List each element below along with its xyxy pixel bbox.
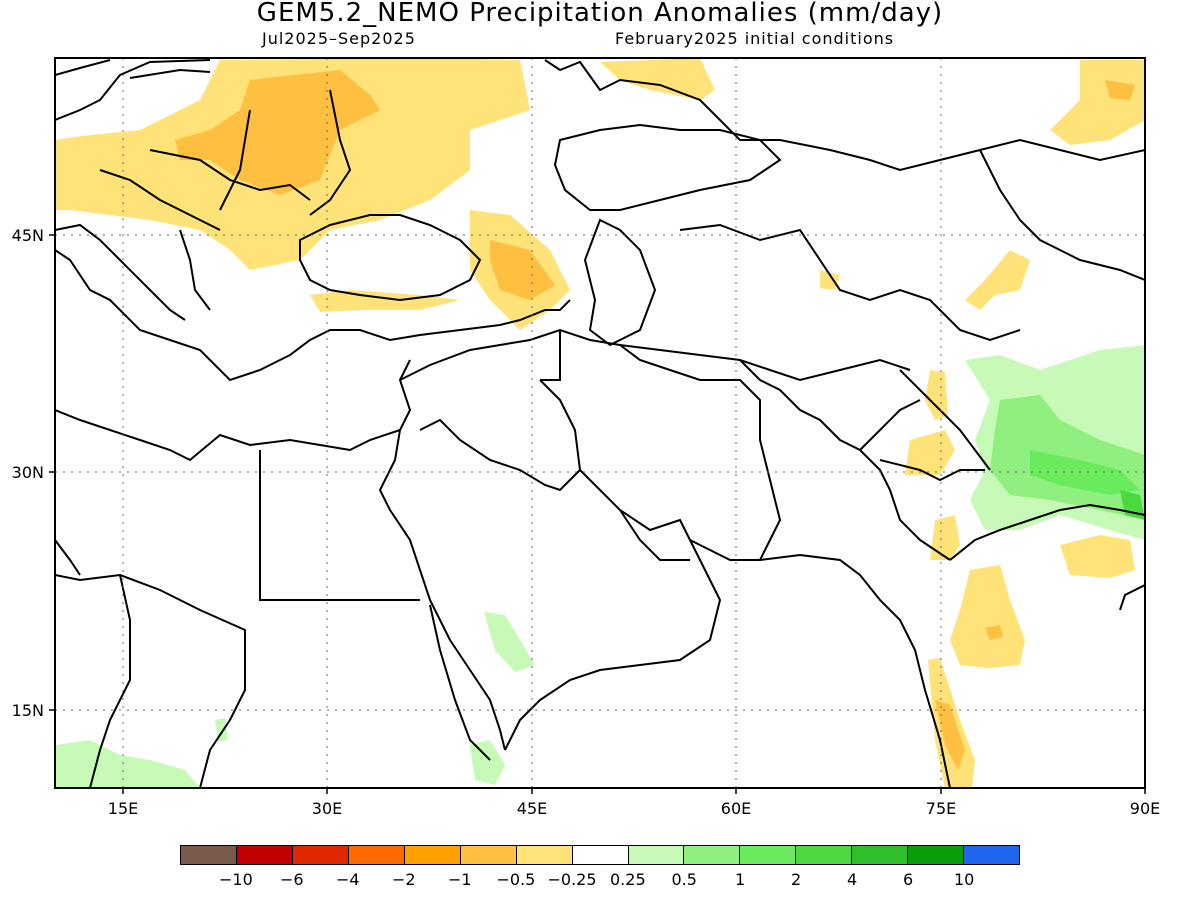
colorbar-label: 0.25 xyxy=(610,870,646,889)
colorbar-swatch xyxy=(292,846,349,864)
colorbar-swatch xyxy=(460,846,517,864)
wet-anomaly-shading xyxy=(55,345,1145,788)
colorbar-swatch xyxy=(740,846,797,864)
graticule xyxy=(55,58,1145,788)
colorbar-swatch xyxy=(796,846,853,864)
colorbar-swatch xyxy=(516,846,573,864)
colorbar-swatch xyxy=(852,846,909,864)
colorbar-swatch xyxy=(181,846,237,864)
colorbar-label: −0.25 xyxy=(547,870,597,889)
colorbar-label: 1 xyxy=(735,870,746,889)
colorbar-label: −6 xyxy=(280,870,304,889)
colorbar-label: −2 xyxy=(392,870,416,889)
lat-tick-label: 15N xyxy=(12,701,44,720)
colorbar-label: 10 xyxy=(954,870,975,889)
lon-tick-label: 75E xyxy=(926,799,956,818)
colorbar-swatch xyxy=(684,846,741,864)
colorbar-swatch xyxy=(964,846,1020,864)
colorbar-label: 4 xyxy=(847,870,858,889)
dry-anomaly-shading xyxy=(55,58,1145,788)
map-title: GEM5.2_NEMO Precipitation Anomalies (mm/… xyxy=(256,0,944,28)
lon-tick-label: 90E xyxy=(1130,799,1160,818)
colorbar-swatch xyxy=(908,846,965,864)
colorbar-label: 6 xyxy=(903,870,914,889)
colorbar-label: −4 xyxy=(336,870,360,889)
colorbar-swatch xyxy=(236,846,293,864)
colorbar xyxy=(180,845,1020,865)
lon-tick-label: 60E xyxy=(721,799,751,818)
lat-tick-label: 45N xyxy=(12,226,44,245)
forecast-period: Jul2025–Sep2025 xyxy=(262,29,416,48)
colorbar-label: 0.5 xyxy=(671,870,697,889)
plot-frame xyxy=(54,57,1146,789)
colorbar-swatch xyxy=(404,846,461,864)
colorbar-swatch xyxy=(348,846,405,864)
lon-tick-label: 45E xyxy=(517,799,547,818)
colorbar-label: −0.5 xyxy=(496,870,536,889)
colorbar-label: −1 xyxy=(448,870,472,889)
coastlines-and-borders xyxy=(55,59,1145,788)
lat-tick-label: 30N xyxy=(12,463,44,482)
colorbar-swatch xyxy=(628,846,685,864)
lon-tick-label: 30E xyxy=(312,799,342,818)
initial-conditions: February2025 initial conditions xyxy=(615,29,895,48)
colorbar-swatch xyxy=(572,846,629,864)
colorbar-label: 2 xyxy=(791,870,802,889)
lon-tick-label: 15E xyxy=(108,799,138,818)
colorbar-label: −10 xyxy=(219,870,253,889)
